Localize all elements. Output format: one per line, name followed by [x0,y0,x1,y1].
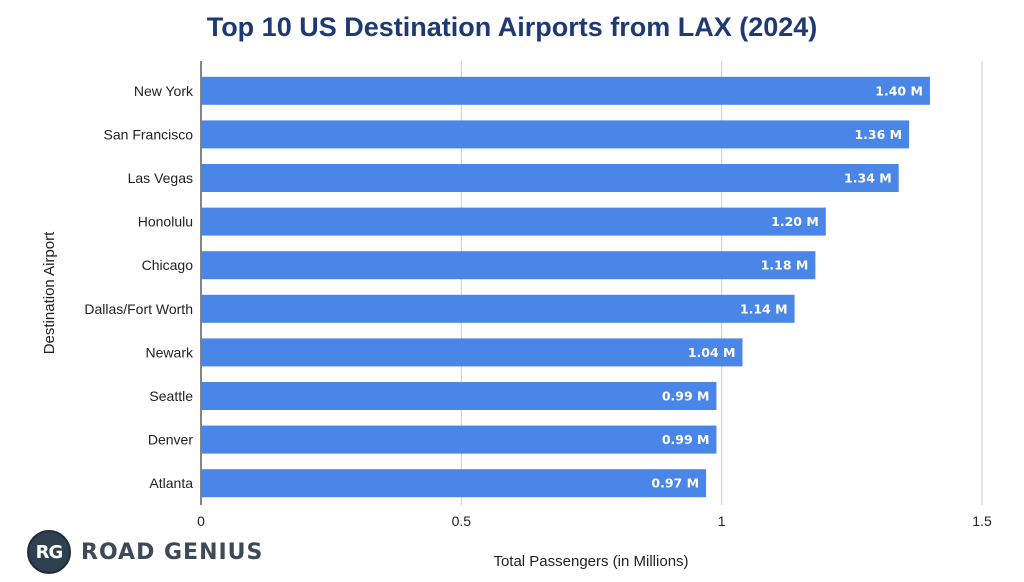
bar [201,76,930,105]
x-tick-label: 0 [197,513,205,529]
category-labels: New York San Francisco Las Vegas Honolulu Ch… [84,83,194,491]
category-label: Chicago [142,257,194,273]
bar-value-label: 0.97 M [651,476,699,491]
bar [201,294,795,323]
bar-value-label: 0.99 M [662,432,710,447]
bar [201,120,910,149]
logo-wordmark: ROAD GENIUS [81,539,264,565]
bar-value-label: 0.99 M [662,389,710,404]
bar-value-label: 1.14 M [740,301,788,316]
bar-value-label: 1.18 M [761,258,809,273]
category-label: Seattle [149,388,193,404]
bar [201,207,826,236]
bar [201,251,816,280]
category-label: Denver [148,432,193,448]
bar-value-label: 1.04 M [688,345,736,360]
bar [201,469,707,498]
x-tick-label: 1.5 [972,513,992,529]
x-tick-labels: 0 0.5 1 1.5 [197,513,992,529]
x-tick-label: 1 [718,513,726,529]
category-label: Atlanta [149,475,193,491]
bar [201,425,717,454]
category-label: Las Vegas [128,170,193,186]
category-label: New York [134,83,194,99]
chart-title: Top 10 US Destination Airports from LAX … [207,12,818,42]
bars: 1.40 M 1.36 M 1.34 M 1.20 M 1.18 M 1.14 M 1.04… [201,76,930,498]
road-genius-logo: RG ROAD GENIUS [27,530,263,574]
bar-value-label: 1.20 M [771,214,819,229]
category-label: Dallas/Fort Worth [84,301,193,317]
bar [201,382,717,410]
x-axis-title: Total Passengers (in Millions) [493,553,688,570]
logo-badge-icon: RG [27,530,71,574]
category-label: San Francisco [104,126,194,142]
bar-value-label: 1.40 M [875,83,923,98]
bar [201,164,899,192]
category-label: Honolulu [138,214,193,230]
y-axis-title: Destination Airport [41,231,58,354]
x-tick-label: 0.5 [452,513,472,529]
bar-value-label: 1.34 M [844,171,892,186]
category-label: Newark [146,344,194,360]
bar [201,338,743,367]
bar-value-label: 1.36 M [854,127,902,142]
